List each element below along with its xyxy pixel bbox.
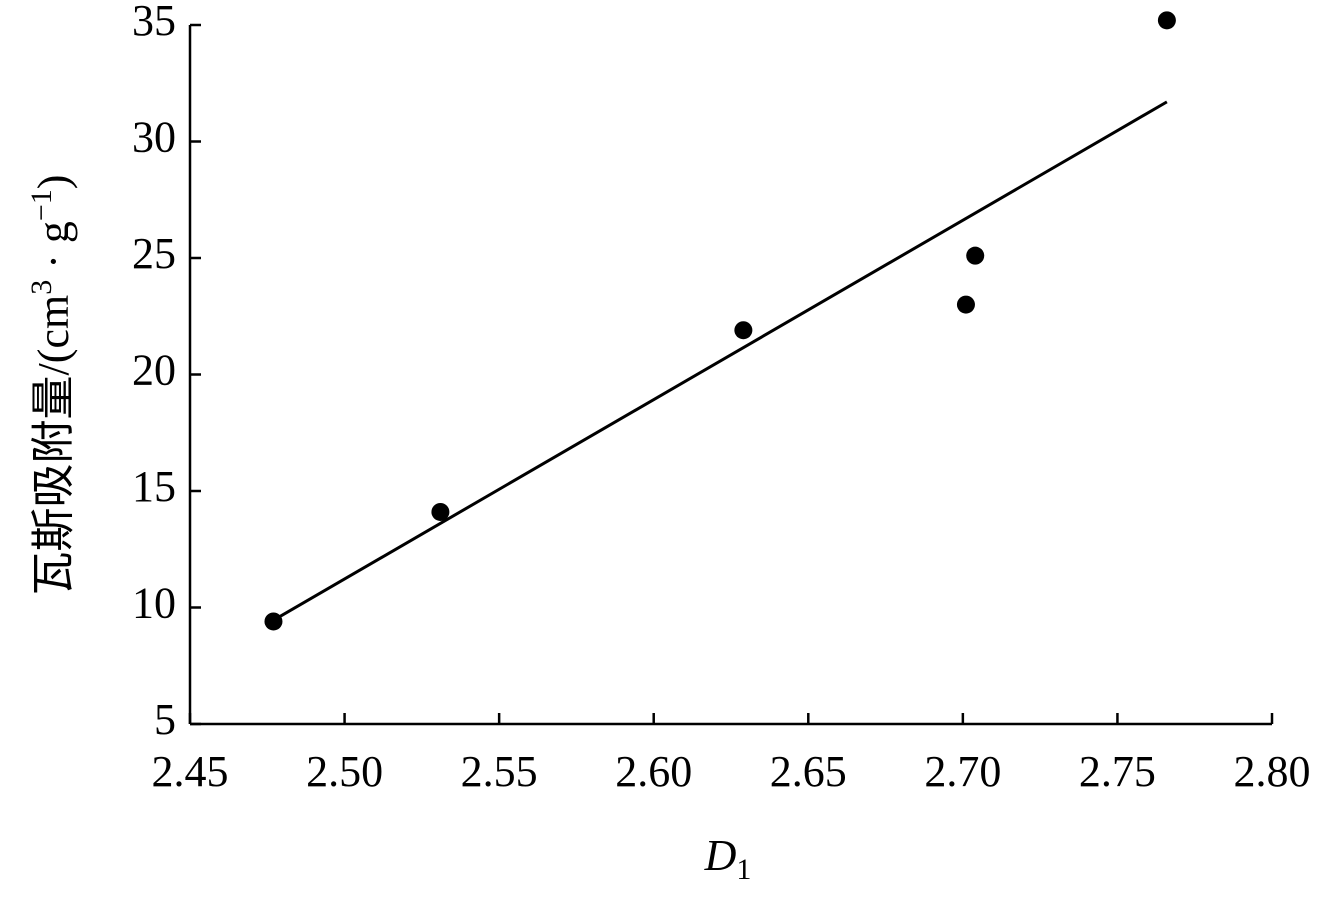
x-axis-label-part: D	[704, 831, 737, 880]
fit-line	[266, 100, 1168, 626]
data-point	[431, 502, 450, 521]
x-tick-label: 2.80	[1234, 747, 1311, 796]
data-point	[264, 612, 283, 631]
y-tick-label: 30	[132, 113, 176, 162]
y-tick-label: 10	[132, 579, 176, 628]
x-tick-label: 2.75	[1079, 747, 1156, 796]
y-axis-label-part: −1	[25, 189, 58, 221]
y-tick-label: 20	[132, 346, 176, 395]
x-tick-label: 2.60	[615, 747, 692, 796]
y-axis-label-part: · g	[29, 221, 78, 280]
y-tick-label: 25	[132, 229, 176, 278]
x-tick-label: 2.45	[152, 747, 229, 796]
data-point	[966, 246, 985, 265]
data-point	[734, 321, 753, 340]
y-tick-label: 35	[132, 0, 176, 45]
y-tick-label: 5	[154, 695, 176, 744]
y-axis-label-part: 瓦斯吸附量/(cm	[29, 295, 78, 596]
y-axis-label: 瓦斯吸附量/(cm3 · g−1)	[25, 175, 78, 596]
data-point	[1157, 11, 1176, 30]
data-point	[956, 295, 975, 314]
y-axis-label-part: )	[29, 175, 78, 190]
x-tick-label: 2.55	[461, 747, 538, 796]
x-axis-label: D1	[704, 831, 752, 886]
y-tick-label: 15	[132, 462, 176, 511]
x-tick-label: 2.65	[770, 747, 847, 796]
y-axis-label-part: 3	[25, 280, 58, 295]
x-axis-label-part: 1	[736, 853, 751, 886]
x-tick-label: 2.50	[306, 747, 383, 796]
x-tick-label: 2.70	[924, 747, 1001, 796]
